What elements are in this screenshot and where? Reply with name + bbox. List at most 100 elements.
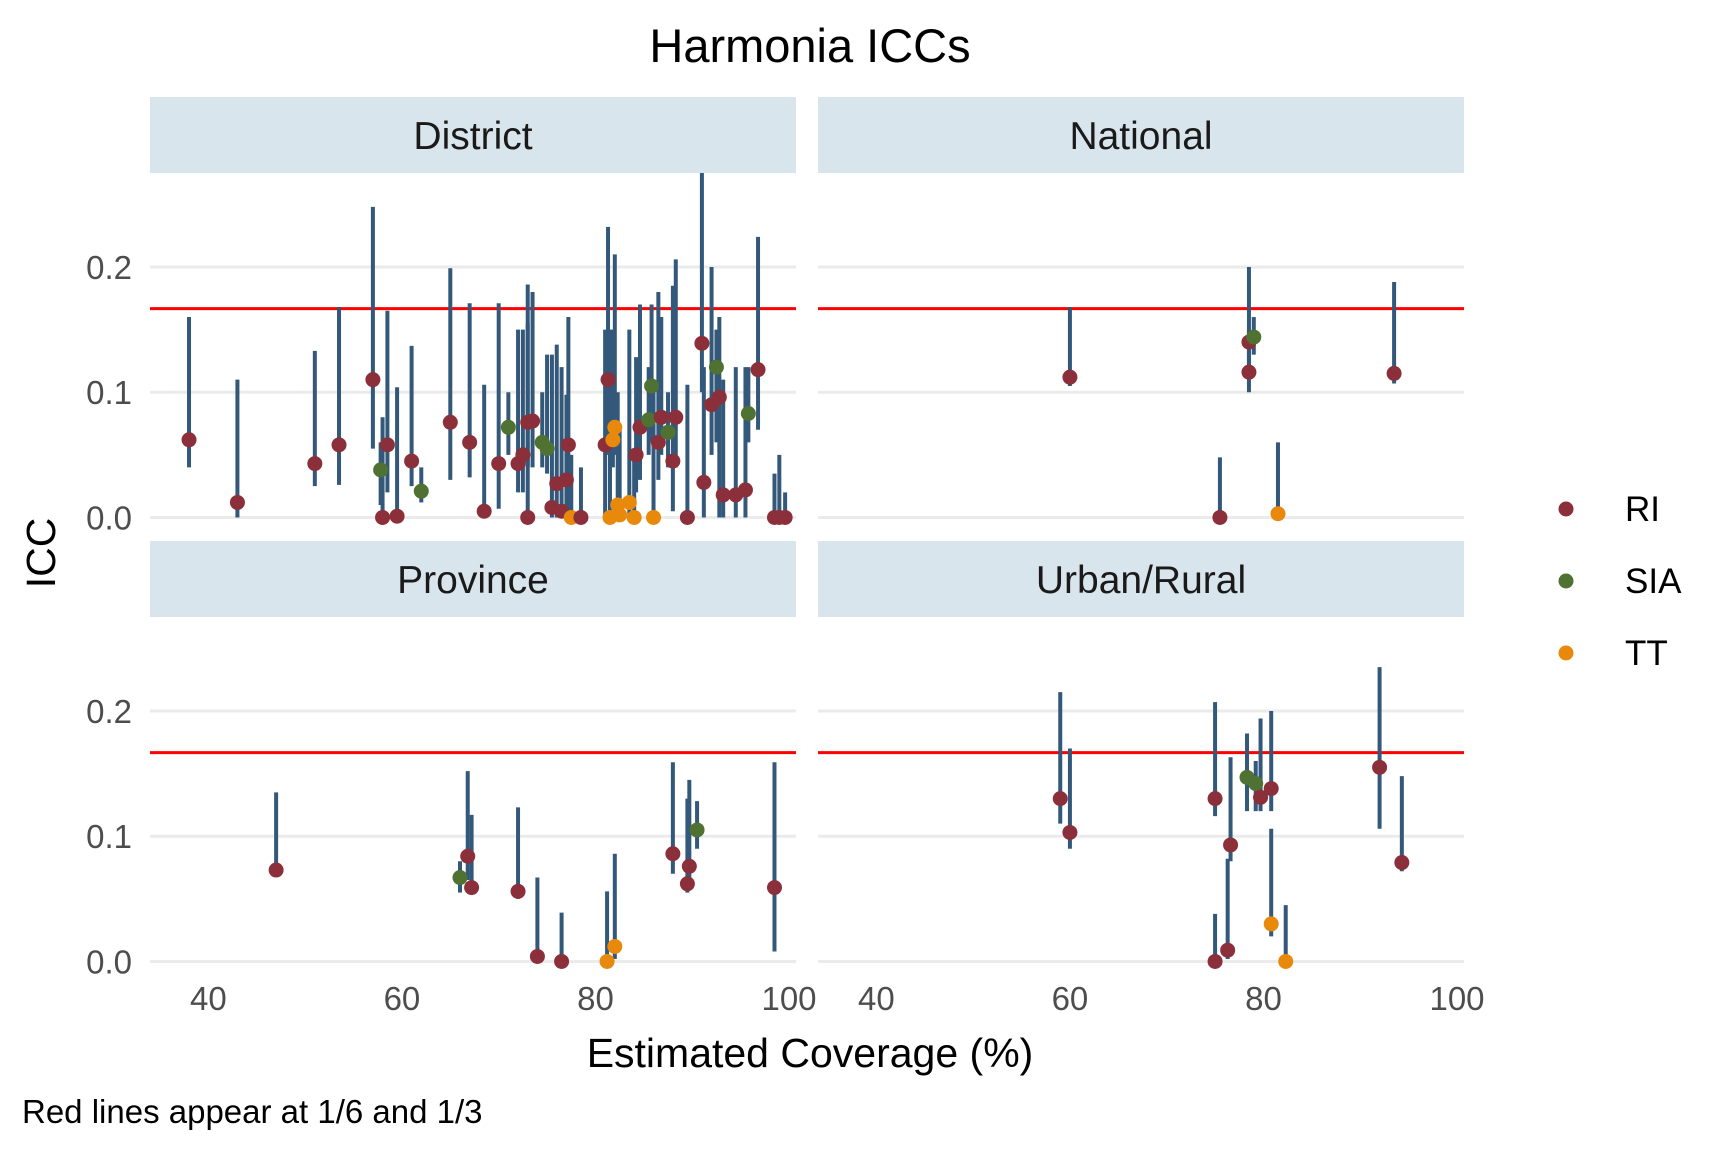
x-tick-label: 100 xyxy=(1429,980,1484,1017)
y-tick-label: 0.0 xyxy=(86,499,132,536)
point-sia xyxy=(708,359,724,375)
point-sia xyxy=(641,412,657,428)
point-ri xyxy=(679,876,695,892)
point-ri xyxy=(515,447,531,463)
point-sia xyxy=(373,462,389,478)
point-ri xyxy=(711,389,727,405)
panel-province: Province 0.0 0.1 0.2 40 60 80 100 xyxy=(86,541,817,1017)
x-tick-label: 100 xyxy=(761,980,816,1017)
point-ri xyxy=(529,948,545,964)
x-tick-label: 40 xyxy=(190,980,227,1017)
strip-national xyxy=(818,97,1464,173)
point-ri xyxy=(442,414,458,430)
point-ri xyxy=(229,494,245,510)
strip-label-national: National xyxy=(1069,115,1212,158)
point-ri xyxy=(1052,791,1068,807)
point-ri xyxy=(491,456,507,472)
point-ri xyxy=(681,858,697,874)
x-tick-label: 80 xyxy=(577,980,614,1017)
y-axis-label: ICC xyxy=(18,518,64,589)
point-ri xyxy=(1062,369,1078,385)
point-sia xyxy=(689,822,705,838)
y-tick-label: 0.2 xyxy=(86,693,132,730)
chart-title: Harmonia ICCs xyxy=(649,19,970,72)
point-ri xyxy=(404,453,420,469)
point-ri xyxy=(665,846,681,862)
point-ri xyxy=(694,335,710,351)
point-ri xyxy=(379,437,395,453)
point-ri xyxy=(181,432,197,448)
point-tt xyxy=(646,509,662,525)
legend-key-sia xyxy=(1558,573,1574,589)
point-ri xyxy=(389,508,405,524)
x-tick-label: 60 xyxy=(384,980,421,1017)
point-ri xyxy=(1386,365,1402,381)
point-ri xyxy=(737,482,753,498)
strip-label-district: District xyxy=(413,115,532,158)
point-ri xyxy=(1212,509,1228,525)
legend-key-tt xyxy=(1558,645,1574,661)
y-tick-label: 0.1 xyxy=(86,818,132,855)
y-tick-label: 0.2 xyxy=(86,249,132,286)
point-sia xyxy=(452,870,468,886)
point-ri xyxy=(715,487,731,503)
point-ri xyxy=(1263,781,1279,797)
point-tt xyxy=(1263,916,1279,932)
point-ri xyxy=(554,953,570,969)
point-ri xyxy=(1241,364,1257,380)
point-ri xyxy=(331,437,347,453)
point-ri xyxy=(558,472,574,488)
point-ri xyxy=(679,509,695,525)
panel-district: District 0.0 0.1 0.2 xyxy=(86,97,796,536)
panels: District 0.0 0.1 0.2 National Province 0.0 0.1 0… xyxy=(86,97,1485,1017)
point-ri xyxy=(1207,791,1223,807)
point-ri xyxy=(560,437,576,453)
point-sia xyxy=(1246,329,1262,345)
point-ri xyxy=(525,413,541,429)
point-ri xyxy=(520,509,536,525)
point-ri xyxy=(766,880,782,896)
point-ri xyxy=(650,434,666,450)
legend-label-sia: SIA xyxy=(1625,562,1682,601)
point-ri xyxy=(668,409,684,425)
point-sia xyxy=(413,483,429,499)
point-ri xyxy=(365,372,381,388)
point-ri xyxy=(665,453,681,469)
point-tt xyxy=(599,953,615,969)
strip-urban-rural xyxy=(818,541,1464,617)
point-sia xyxy=(1248,776,1264,792)
legend-key-ri xyxy=(1558,501,1574,517)
point-ri xyxy=(750,362,766,378)
point-tt xyxy=(607,419,623,435)
point-ri xyxy=(375,509,391,525)
point-sia xyxy=(500,419,516,435)
caption: Red lines appear at 1/6 and 1/3 xyxy=(22,1093,483,1130)
strip-label-urban-rural: Urban/Rural xyxy=(1036,559,1246,602)
x-tick-label: 60 xyxy=(1052,980,1089,1017)
point-ri xyxy=(476,503,492,519)
point-ri xyxy=(573,509,589,525)
point-sia xyxy=(644,378,660,394)
strip-province xyxy=(150,541,796,617)
strip-label-province: Province xyxy=(397,559,549,602)
point-ri xyxy=(460,848,476,864)
point-tt xyxy=(1270,506,1286,522)
point-ri xyxy=(1372,759,1388,775)
y-tick-label: 0.1 xyxy=(86,374,132,411)
legend: RI SIA TT xyxy=(1558,490,1682,673)
point-ri xyxy=(462,434,478,450)
point-sia xyxy=(660,424,676,440)
point-ri xyxy=(1220,942,1236,958)
panel-national: National xyxy=(818,97,1464,525)
point-sia xyxy=(740,406,756,422)
point-ri xyxy=(628,447,644,463)
point-tt xyxy=(605,432,621,448)
point-ri xyxy=(1223,837,1239,853)
point-ri xyxy=(464,880,480,896)
point-ri xyxy=(1394,855,1410,871)
x-axis-label: Estimated Coverage (%) xyxy=(587,1030,1034,1076)
point-ri xyxy=(268,862,284,878)
point-tt xyxy=(626,509,642,525)
point-tt xyxy=(1278,953,1294,969)
